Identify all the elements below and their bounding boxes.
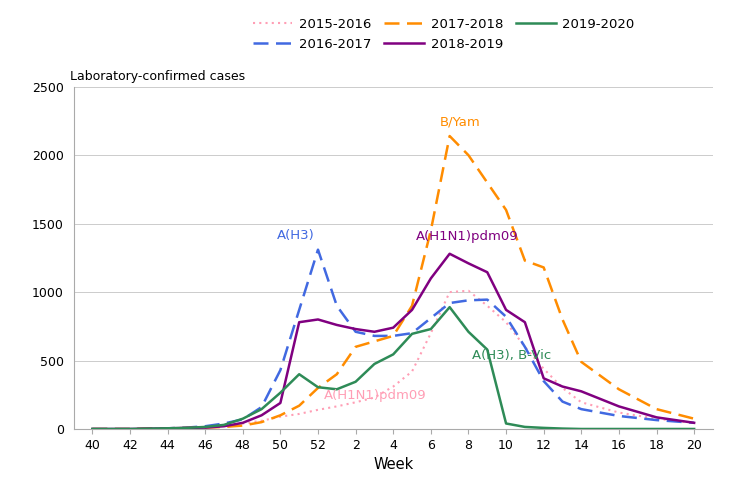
Text: A(H1N1)pdm09: A(H1N1)pdm09 [323,389,426,402]
Legend: 2015-2016, 2016-2017, 2017-2018, 2018-2019, 2019-2020: 2015-2016, 2016-2017, 2017-2018, 2018-20… [253,18,635,51]
Text: A(H1N1)pdm09: A(H1N1)pdm09 [416,230,518,243]
Text: A(H3): A(H3) [276,229,315,242]
Text: A(H3), B-Vic: A(H3), B-Vic [472,349,551,362]
X-axis label: Week: Week [373,457,413,472]
Text: Laboratory-confirmed cases: Laboratory-confirmed cases [71,70,245,83]
Text: B/Yam: B/Yam [440,116,481,129]
